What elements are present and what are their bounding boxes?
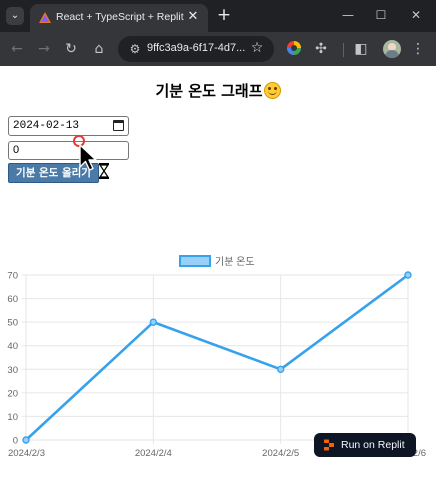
y-tick-label: 50 (7, 318, 18, 329)
bookmark-star-icon[interactable]: ☆ (250, 40, 264, 56)
toolbar-divider (343, 43, 344, 57)
profile-avatar[interactable] (383, 40, 401, 58)
date-field-value: 2024-02-13 (13, 120, 80, 132)
data-point[interactable] (22, 436, 30, 444)
minimize-icon[interactable]: — (342, 8, 354, 22)
tab-list-icon[interactable]: ⌄ (6, 7, 24, 25)
legend-label: 기분 온도 (215, 256, 255, 268)
y-tick-label: 10 (7, 412, 18, 423)
y-tick-label: 70 (7, 271, 18, 282)
page-title-text: 기분 온도 그래프 (155, 82, 263, 100)
browser-tab-strip: ⌄ React + TypeScript + Replit ✕ + — ☐ ✕ (0, 0, 436, 32)
date-field[interactable]: 2024-02-13 (8, 116, 129, 136)
y-tick-label: 0 (13, 436, 18, 447)
new-tab-icon[interactable]: + (216, 5, 232, 25)
menu-icon[interactable]: ⋮ (411, 41, 425, 57)
y-tick-label: 40 (7, 341, 18, 352)
legend-swatch (179, 255, 211, 267)
chart-legend[interactable]: 기분 온도 (179, 255, 255, 268)
y-tick-label: 60 (7, 294, 18, 305)
x-tick-label: 2024/2/3 (8, 448, 45, 459)
back-icon[interactable]: ← (11, 41, 23, 57)
calendar-icon[interactable] (113, 120, 124, 131)
temperature-number-field[interactable]: 0 (8, 141, 129, 160)
run-on-replit-button[interactable]: Run on Replit (314, 433, 416, 457)
x-tick-label: 2024/2/5 (262, 448, 299, 459)
reload-icon[interactable]: ↻ (65, 41, 77, 57)
number-field-value: 0 (13, 144, 20, 156)
busy-cursor-icon (79, 144, 110, 179)
browser-toolbar: ← → ↻ ⌂ ⚙ 9ffc3a9a-6f17-4d7... ☆ ✣ ◧ ⋮ (0, 32, 436, 66)
home-icon[interactable]: ⌂ (94, 41, 104, 57)
data-point[interactable] (149, 318, 158, 326)
data-point[interactable] (276, 365, 285, 373)
y-tick-label: 20 (7, 388, 18, 399)
mood-line-chart: 기분 온도 0 10 20 30 40 50 60 70 2024/2/3 2024/2/4 202… (7, 255, 426, 459)
replit-favicon (39, 12, 51, 23)
url-text[interactable]: 9ffc3a9a-6f17-4d7... (147, 42, 246, 54)
address-bar[interactable]: ⚙ 9ffc3a9a-6f17-4d7... ☆ (118, 36, 274, 62)
data-point[interactable] (404, 271, 412, 279)
smiling-face-icon (263, 82, 281, 99)
replit-logo-icon (324, 439, 334, 451)
run-on-replit-label: Run on Replit (341, 439, 405, 451)
forward-icon[interactable]: → (38, 41, 50, 57)
y-tick-label: 30 (7, 365, 18, 376)
page-content: 기분 온도 그래프 2024-02-13 0 기분 온도 올리기 기분 온도 0… (0, 66, 436, 480)
tab-title: React + TypeScript + Replit (56, 11, 184, 23)
maximize-icon[interactable]: ☐ (375, 8, 387, 22)
site-settings-icon[interactable]: ⚙ (129, 42, 141, 56)
series-line (25, 273, 409, 441)
side-panel-icon[interactable]: ◧ (354, 41, 368, 57)
raise-mood-button[interactable]: 기분 온도 올리기 (8, 163, 99, 183)
window-close-icon[interactable]: ✕ (410, 8, 422, 22)
x-tick-label: 2024/2/4 (135, 448, 172, 459)
extensions-puzzle-icon[interactable]: ✣ (315, 41, 327, 57)
click-indicator (73, 135, 85, 147)
browser-tab[interactable]: React + TypeScript + Replit ✕ (30, 4, 208, 32)
color-wheel-extension-icon[interactable] (286, 40, 302, 56)
page-title: 기분 온도 그래프 (0, 80, 436, 101)
close-icon[interactable]: ✕ (187, 9, 199, 24)
